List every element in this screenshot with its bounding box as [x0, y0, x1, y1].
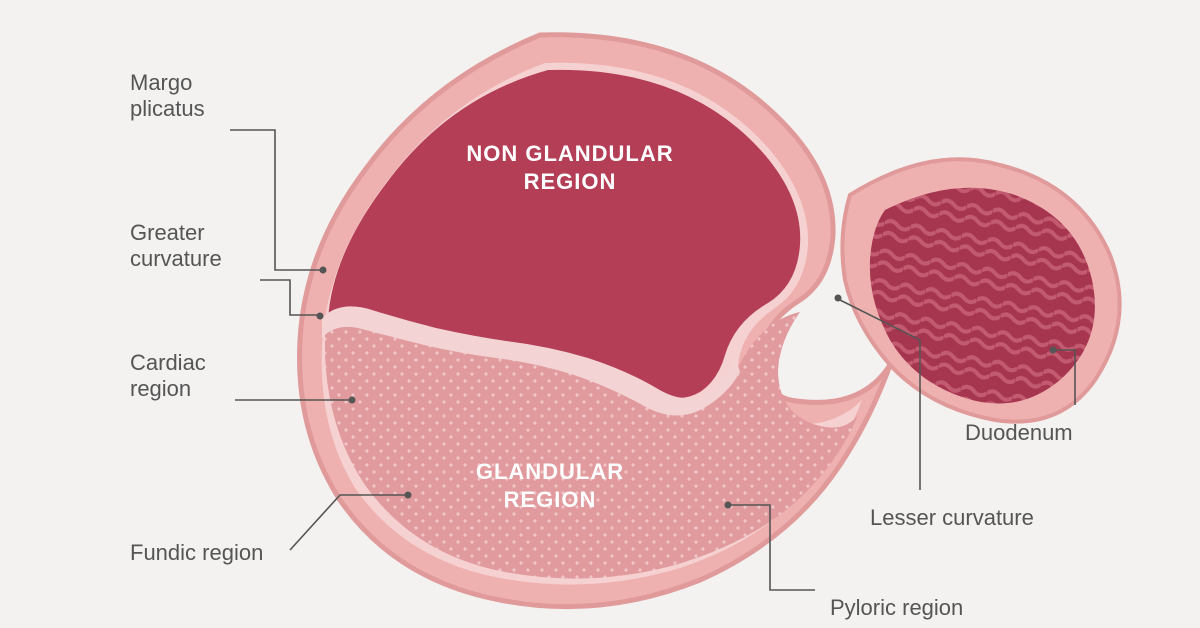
label-fundic-region: Fundic region: [130, 540, 263, 566]
leader-dot-lesser_curvature: [835, 295, 842, 302]
label-lesser-curvature: Lesser curvature: [870, 505, 1034, 531]
label-margo-plicatus: Margo plicatus: [130, 70, 205, 123]
leader-dot-cardiac_region: [349, 397, 356, 404]
glandular-label: GLANDULAR REGION: [430, 458, 670, 513]
leader-dot-margo_plicatus: [320, 267, 327, 274]
leader-dot-pyloric_region: [725, 502, 732, 509]
leader-margo_plicatus: [230, 130, 320, 270]
label-greater-curvature: Greater curvature: [130, 220, 222, 273]
label-cardiac-region: Cardiac region: [130, 350, 206, 403]
leader-dot-greater_curvature: [317, 313, 324, 320]
label-pyloric-region: Pyloric region: [830, 595, 963, 621]
leader-dot-fundic_region: [405, 492, 412, 499]
leader-dot-duodenum: [1050, 347, 1057, 354]
label-duodenum: Duodenum: [965, 420, 1073, 446]
non-glandular-label: NON GLANDULAR REGION: [430, 140, 710, 195]
